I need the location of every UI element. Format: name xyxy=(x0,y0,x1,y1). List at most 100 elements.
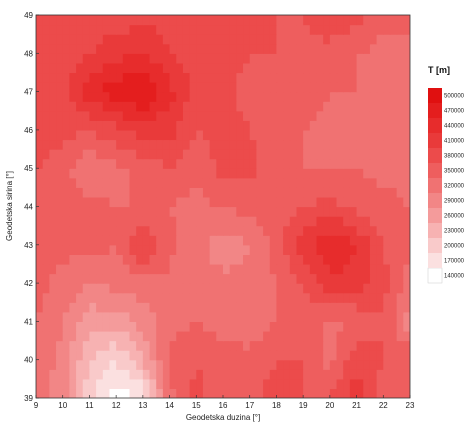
contour-cell xyxy=(142,82,151,93)
contour-cell xyxy=(189,129,197,141)
contour-cell xyxy=(316,168,324,179)
contour-cell xyxy=(189,216,197,227)
contour-cell xyxy=(76,216,84,227)
contour-cell xyxy=(276,101,284,112)
contour-cell xyxy=(162,34,171,45)
contour-cell xyxy=(343,168,351,179)
contour-cell xyxy=(182,91,191,102)
contour-cell xyxy=(283,283,291,294)
x-tick-label: 19 xyxy=(299,401,308,410)
contour-cell xyxy=(142,206,151,217)
contour-cell xyxy=(383,34,391,45)
contour-cell xyxy=(369,101,378,112)
contour-cell xyxy=(356,311,364,322)
contour-cell xyxy=(309,101,318,112)
contour-cell xyxy=(69,292,77,303)
contour-cell xyxy=(42,158,50,169)
contour-cell xyxy=(62,187,70,198)
contour-cell xyxy=(389,72,398,83)
contour-cell xyxy=(236,235,244,246)
contour-cell xyxy=(42,196,50,208)
contour-cell xyxy=(243,350,251,361)
contour-cell xyxy=(356,177,364,188)
contour-cell xyxy=(216,254,224,265)
contour-cell xyxy=(142,34,151,45)
contour-cell xyxy=(363,72,371,83)
contour-cell xyxy=(96,216,104,227)
contour-cell xyxy=(142,311,151,322)
contour-cell xyxy=(76,82,84,93)
contour-cell xyxy=(356,149,364,160)
contour-cell xyxy=(102,263,111,275)
y-tick-label: 39 xyxy=(24,394,33,403)
contour-cell xyxy=(162,225,171,236)
contour-cell xyxy=(349,149,358,160)
contour-cell xyxy=(189,34,197,45)
contour-cell xyxy=(36,292,44,303)
contour-cell xyxy=(396,369,404,380)
contour-cell xyxy=(269,15,278,26)
contour-cell xyxy=(122,378,131,390)
contour-cell xyxy=(69,101,77,112)
contour-cell xyxy=(169,139,177,150)
contour-cell xyxy=(263,369,271,380)
contour-cell xyxy=(349,369,358,380)
contour-cell xyxy=(296,359,304,370)
contour-cell xyxy=(182,283,191,294)
contour-cell xyxy=(396,129,404,141)
contour-cell xyxy=(102,254,111,265)
contour-cell xyxy=(336,110,344,121)
contour-cell xyxy=(136,378,144,390)
contour-cell xyxy=(403,254,410,265)
contour-cell xyxy=(263,330,271,342)
contour-cell xyxy=(89,34,97,45)
contour-cell xyxy=(276,292,284,303)
contour-cell xyxy=(256,292,264,303)
contour-cell xyxy=(62,72,70,83)
contour-cell xyxy=(176,62,184,74)
contour-cell xyxy=(62,350,70,361)
contour-cell xyxy=(82,158,91,169)
contour-cell xyxy=(283,158,291,169)
contour-cell xyxy=(69,263,77,275)
contour-cell xyxy=(296,330,304,342)
contour-cell xyxy=(156,149,164,160)
contour-cell xyxy=(383,283,391,294)
contour-cell xyxy=(129,292,137,303)
contour-cell xyxy=(309,53,318,64)
contour-cell xyxy=(396,196,404,208)
contour-cell xyxy=(42,388,50,398)
contour-cell xyxy=(142,369,151,380)
contour-cell xyxy=(129,43,137,54)
contour-cell xyxy=(82,273,91,284)
contour-cell xyxy=(369,110,378,121)
contour-cell xyxy=(236,196,244,208)
contour-cell xyxy=(403,330,410,342)
contour-cell xyxy=(276,244,284,255)
contour-cell xyxy=(296,369,304,380)
colorbar-swatch xyxy=(427,267,443,284)
contour-cell xyxy=(256,216,264,227)
contour-cell xyxy=(142,235,151,246)
contour-cell xyxy=(149,302,157,313)
contour-cell xyxy=(216,15,224,26)
contour-cell xyxy=(209,15,217,26)
contour-cell xyxy=(136,388,144,398)
contour-cell xyxy=(349,110,358,121)
contour-cell xyxy=(109,177,117,188)
contour-cell xyxy=(102,149,111,160)
contour-cell xyxy=(96,321,104,332)
contour-cell xyxy=(176,15,184,26)
contour-cell xyxy=(182,15,191,26)
contour-cell xyxy=(182,129,191,141)
contour-cell xyxy=(82,82,91,93)
contour-cell xyxy=(283,302,291,313)
contour-cell xyxy=(56,24,64,35)
contour-cell xyxy=(76,101,84,112)
contour-cell xyxy=(363,273,371,284)
contour-cell xyxy=(129,321,137,332)
contour-cell xyxy=(56,196,64,208)
contour-cell xyxy=(329,263,338,275)
contour-cell xyxy=(236,72,244,83)
contour-cell xyxy=(129,53,137,64)
